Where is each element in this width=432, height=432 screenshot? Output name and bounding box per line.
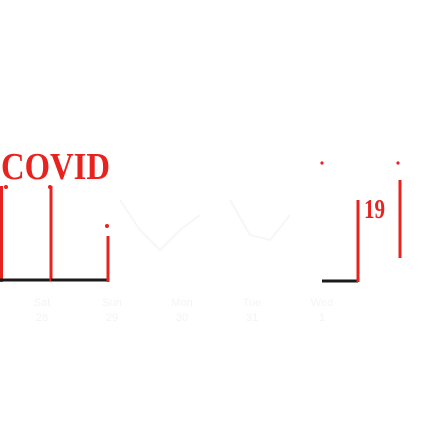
calendar-day: Sun 29 — [82, 296, 142, 326]
covid-word: COVID — [1, 146, 110, 188]
faint-scribble-2 — [229, 199, 291, 242]
day-date: 31 — [245, 312, 259, 324]
day-name: Sat — [33, 297, 51, 309]
day-name: Wed — [310, 297, 334, 309]
day-name: Mon — [171, 297, 193, 309]
day-date: 1 — [318, 312, 326, 324]
day-date: 30 — [175, 312, 189, 324]
calendar-day: Mon 30 — [152, 296, 212, 326]
red-dot-lower — [105, 224, 109, 228]
day-name: Sun — [102, 297, 122, 309]
calendar-strip: Sat 28 Sun 29 Mon 30 Tue 31 Wed 1 — [0, 296, 432, 336]
day-date: 28 — [35, 312, 49, 324]
calendar-day: Wed 1 — [292, 296, 352, 326]
red-dot-right — [320, 161, 324, 165]
faint-scribble — [119, 199, 201, 252]
red-dot-far-right — [396, 161, 400, 165]
day-date: 29 — [105, 312, 119, 324]
day-name: Tue — [242, 297, 262, 309]
red-dot-left — [4, 185, 8, 189]
calendar-day: Sat 28 — [12, 296, 72, 326]
red-dot-middle — [48, 185, 52, 189]
calendar-day: Tue 31 — [222, 296, 282, 326]
nineteen-number: 19 — [364, 194, 386, 224]
